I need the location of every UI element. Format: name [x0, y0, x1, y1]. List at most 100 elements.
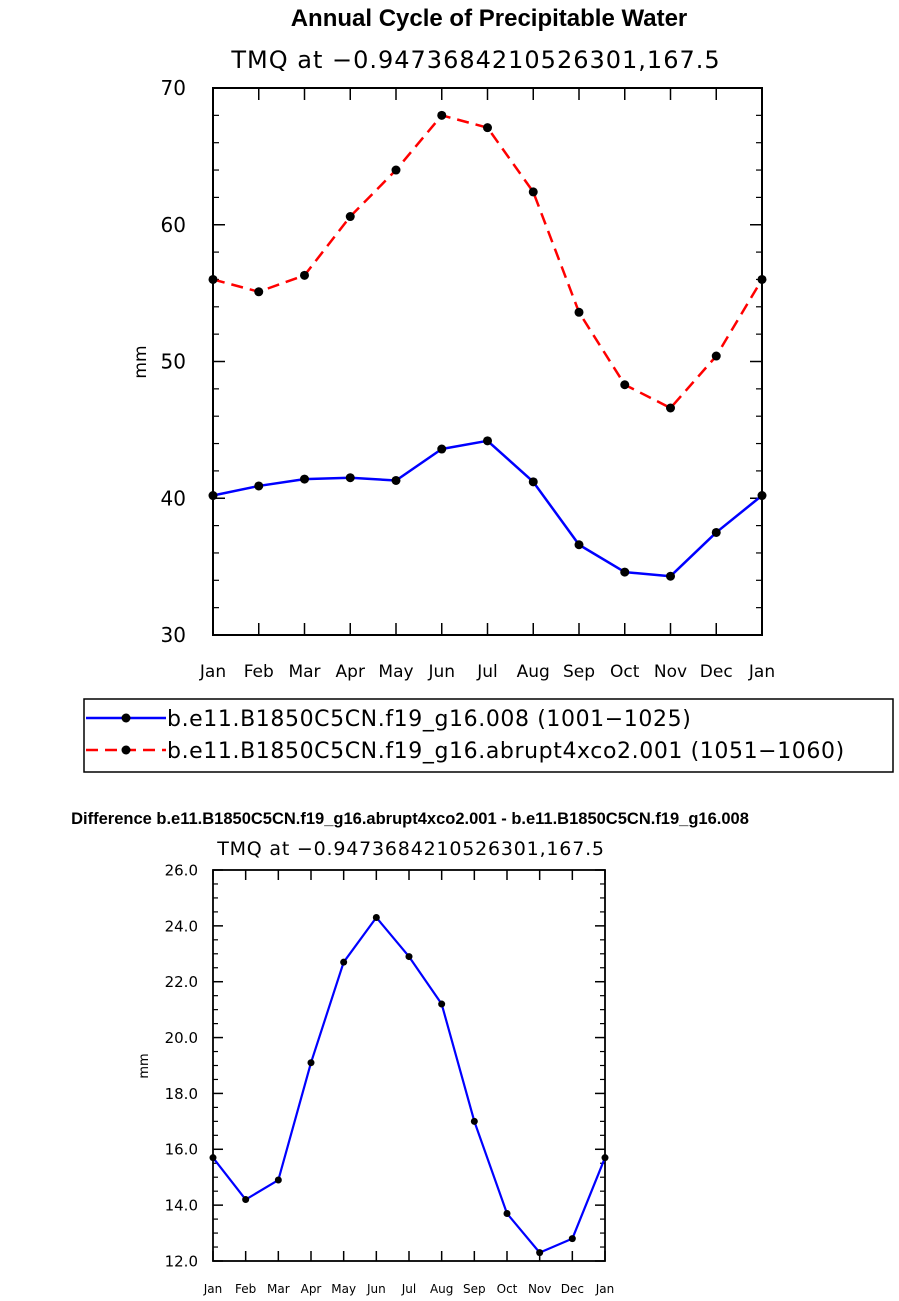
x-tick-label: Jun: [366, 1282, 386, 1296]
chart-subtitle: TMQ at −0.9473684210526301,167.5: [230, 46, 720, 74]
data-point-0-3: [345, 473, 355, 483]
data-point-0-0: [209, 1154, 217, 1162]
x-tick-label: Jan: [199, 662, 226, 682]
series-line-0: [212, 916, 607, 1254]
y-tick-label: 20.0: [165, 1029, 198, 1047]
legend-marker: [121, 745, 131, 755]
x-tick-label: May: [378, 662, 413, 682]
legend-label-abrupt4xco2: b.e11.B1850C5CN.f19_g16.abrupt4xco2.001 …: [167, 739, 845, 764]
main-chart: Annual Cycle of Precipitable Water TMQ a…: [131, 5, 775, 682]
x-tick-label: Aug: [517, 662, 550, 682]
data-point-1-7: [528, 187, 538, 197]
series-line-0: [212, 439, 763, 578]
x-tick-label: Jan: [203, 1282, 223, 1296]
x-tick-label: Nov: [654, 662, 687, 682]
series-line-1: [212, 114, 764, 410]
x-tick-label: Nov: [528, 1282, 551, 1296]
y-tick-label: 26.0: [165, 861, 198, 879]
data-point-0-2: [300, 474, 309, 484]
legend-item-control: b.e11.B1850C5CN.f19_g16.008 (1001−1025): [86, 707, 691, 732]
y-tick-label: 18.0: [165, 1085, 198, 1103]
legend-box: [83, 698, 894, 773]
chart-subtitle: TMQ at −0.9473684210526301,167.5: [216, 838, 605, 860]
x-tick-label: Aug: [430, 1282, 453, 1296]
y-tick-label: 30: [161, 623, 186, 647]
x-tick-label: Oct: [610, 662, 640, 682]
data-point-1-3: [345, 212, 355, 222]
x-tick-label: Oct: [497, 1282, 518, 1296]
data-point-0-10: [536, 1249, 544, 1257]
data-point-0-7: [528, 477, 538, 487]
data-point-0-1: [254, 481, 264, 491]
difference-chart: Difference b.e11.B1850C5CN.f19_g16.abrup…: [71, 810, 749, 1296]
y-tick-label: 50: [161, 350, 186, 374]
data-point-0-5: [372, 913, 380, 921]
y-tick-label: 70: [161, 76, 186, 100]
x-tick-label: Feb: [235, 1282, 256, 1296]
chart-title: Difference b.e11.B1850C5CN.f19_g16.abrup…: [71, 810, 749, 828]
data-point-0-4: [391, 475, 401, 485]
data-point-0-7: [438, 1000, 446, 1008]
x-tick-label: Jul: [401, 1282, 416, 1296]
x-tick-label: Apr: [336, 662, 365, 682]
data-point-0-12: [757, 491, 767, 501]
legend-item-abrupt4xco2: b.e11.B1850C5CN.f19_g16.abrupt4xco2.001 …: [86, 739, 845, 764]
y-tick-label: 16.0: [165, 1141, 198, 1159]
data-point-0-6: [405, 953, 413, 961]
chart-title: Annual Cycle of Precipitable Water: [291, 5, 688, 32]
data-point-0-8: [574, 540, 584, 550]
data-point-0-8: [470, 1117, 478, 1125]
data-point-0-10: [666, 571, 675, 581]
y-axis-label: mm: [137, 1053, 152, 1078]
x-tick-label: Jun: [427, 662, 455, 682]
data-point-0-12: [601, 1154, 609, 1162]
data-point-1-6: [483, 123, 492, 133]
y-tick-label: 14.0: [165, 1197, 198, 1215]
y-tick-label: 60: [161, 213, 186, 237]
data-point-0-9: [620, 567, 630, 577]
data-point-0-11: [711, 527, 721, 537]
data-point-1-0: [208, 274, 218, 284]
x-tick-label: Sep: [463, 1282, 486, 1296]
legend-label-control: b.e11.B1850C5CN.f19_g16.008 (1001−1025): [167, 707, 691, 732]
x-tick-label: Jan: [595, 1282, 615, 1296]
data-point-0-0: [208, 491, 218, 501]
data-point-0-2: [274, 1176, 282, 1184]
x-tick-label: Feb: [244, 662, 274, 682]
data-point-1-11: [711, 351, 721, 361]
data-point-0-3: [307, 1059, 315, 1067]
legend-marker: [121, 713, 131, 723]
data-point-1-10: [666, 403, 675, 413]
x-tick-label: Jan: [748, 662, 775, 682]
x-tick-label: Dec: [561, 1282, 584, 1296]
data-point-0-11: [568, 1235, 576, 1243]
x-tick-label: Sep: [563, 662, 595, 682]
data-point-1-5: [437, 110, 447, 120]
x-tick-label: Apr: [301, 1282, 322, 1296]
y-tick-label: 12.0: [165, 1252, 198, 1270]
y-tick-label: 22.0: [165, 973, 198, 991]
data-point-1-2: [300, 270, 309, 280]
plot-frame: [212, 87, 763, 636]
y-tick-label: 40: [161, 486, 186, 510]
data-point-0-9: [503, 1210, 511, 1218]
legend: b.e11.B1850C5CN.f19_g16.008 (1001−1025) …: [83, 698, 894, 773]
y-axis-label: mm: [131, 345, 151, 378]
data-point-1-4: [391, 165, 401, 175]
data-point-0-5: [437, 444, 447, 454]
plot-frame: [212, 869, 606, 1262]
data-point-1-9: [620, 380, 630, 390]
data-point-0-4: [340, 958, 348, 966]
data-point-0-1: [242, 1196, 250, 1204]
x-tick-label: May: [331, 1282, 356, 1296]
data-point-0-6: [483, 436, 492, 446]
data-point-1-12: [757, 274, 767, 284]
x-tick-label: Dec: [700, 662, 733, 682]
y-tick-label: 24.0: [165, 917, 198, 935]
data-point-1-1: [254, 287, 264, 297]
x-tick-label: Mar: [267, 1282, 290, 1296]
data-point-1-8: [574, 307, 584, 317]
x-tick-label: Mar: [288, 662, 320, 682]
x-tick-label: Jul: [476, 662, 498, 682]
